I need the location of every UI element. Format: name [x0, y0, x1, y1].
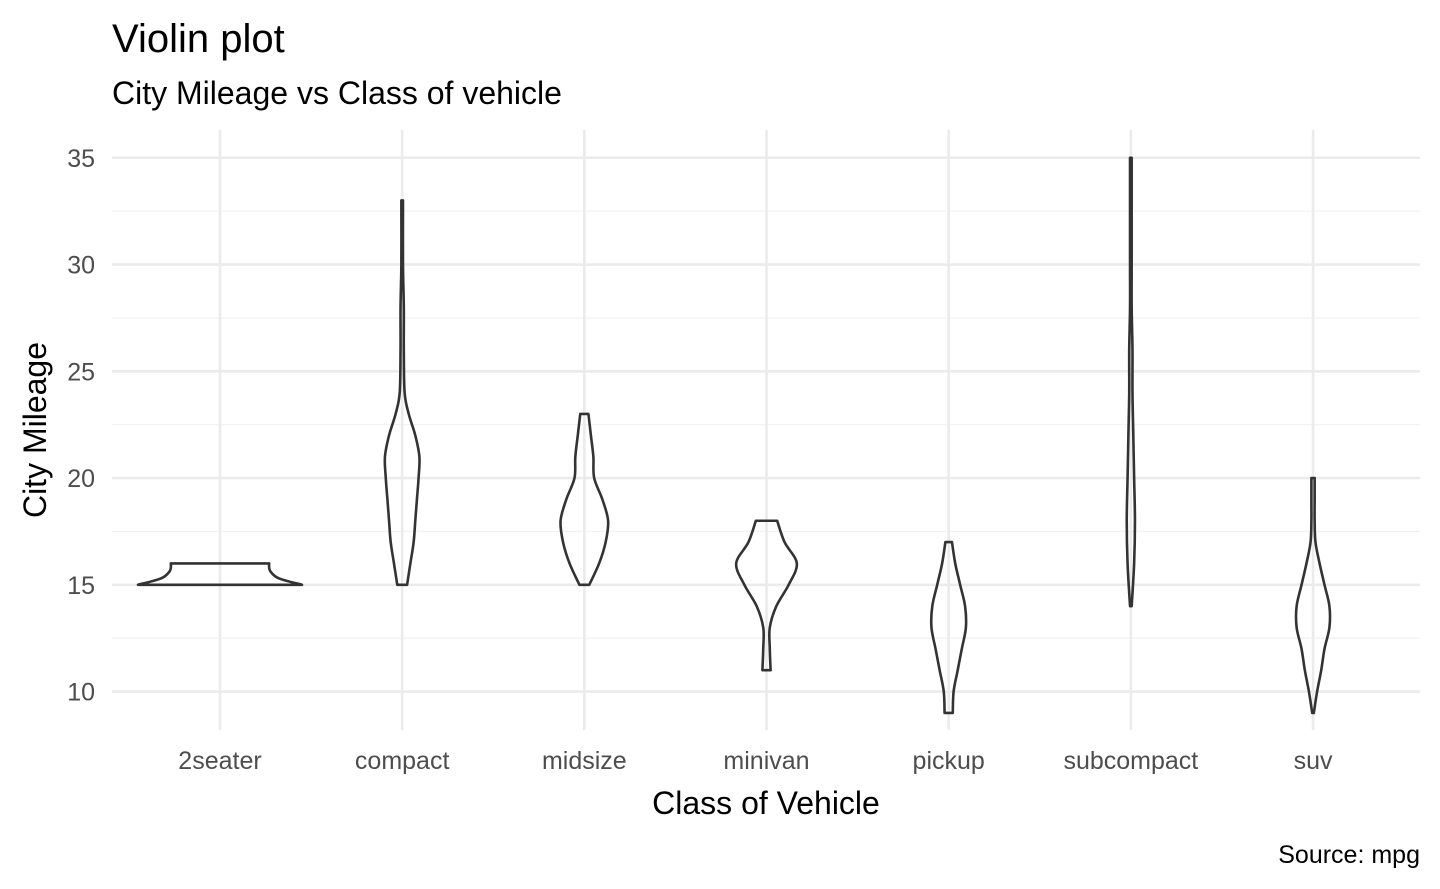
chart-caption: Source: mpg: [1278, 841, 1420, 869]
x-tick-label: minivan: [723, 747, 809, 775]
violin-compact: [383, 199, 421, 587]
violin-shapes: [136, 156, 1332, 715]
y-tick-label: 25: [67, 358, 95, 386]
x-tick-label: pickup: [913, 747, 985, 775]
y-axis-title: City Mileage: [17, 342, 53, 518]
y-tick-label: 20: [67, 465, 95, 493]
chart-subtitle: City Mileage vs Class of vehicle: [112, 75, 562, 111]
grid-lines: [112, 130, 1420, 730]
y-tick-label: 10: [67, 679, 95, 707]
x-tick-label: suv: [1294, 747, 1333, 775]
violin-pickup: [929, 540, 968, 715]
violin-subcompact: [1125, 156, 1137, 608]
y-tick-label: 30: [67, 252, 95, 280]
y-tick-labels: 10 15 20 25 30 35: [67, 145, 95, 707]
chart-title: Violin plot: [112, 17, 285, 61]
y-tick-label: 35: [67, 145, 95, 173]
violin-2seater: [136, 562, 304, 587]
x-tick-label: compact: [355, 747, 450, 775]
x-axis-title: Class of Vehicle: [652, 785, 880, 821]
x-tick-labels: 2seater compact midsize minivan pickup subcom…: [178, 747, 1333, 775]
violin-minivan: [734, 519, 799, 672]
x-tick-label: midsize: [542, 747, 627, 775]
y-tick-label: 15: [67, 572, 95, 600]
x-tick-label: 2seater: [178, 747, 261, 775]
violin-suv: [1294, 476, 1332, 715]
violin-midsize: [559, 412, 610, 587]
x-tick-label: subcompact: [1063, 747, 1198, 775]
